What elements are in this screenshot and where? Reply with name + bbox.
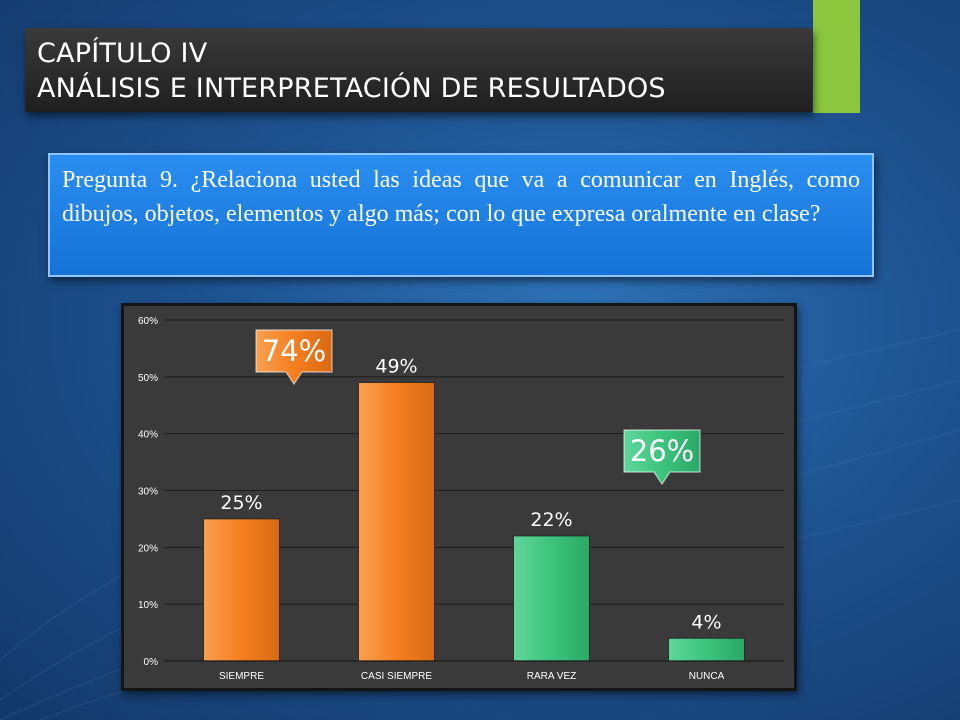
y-tick-label: 30% <box>138 487 158 498</box>
question-box: Pregunta 9. ¿Relaciona usted las ideas q… <box>48 153 874 277</box>
bar-siempre <box>203 518 280 662</box>
x-tick-label: NUNCA <box>689 671 725 682</box>
question-text: Pregunta 9. ¿Relaciona usted las ideas q… <box>62 167 860 227</box>
data-label: 4% <box>691 611 721 633</box>
slide-title: CAPÍTULO IV ANÁLISIS E INTERPRETACIÓN DE… <box>25 28 812 112</box>
title-line-2: ANÁLISIS E INTERPRETACIÓN DE RESULTADOS <box>37 73 666 104</box>
callout-74-percent: 74% <box>255 329 333 386</box>
bar-rara-vez <box>513 535 590 662</box>
chart-container: 0% 10% 20% 30% 40% 50% 60% 25% SIEMPRE 49% CASI SI… <box>121 303 797 691</box>
accent-bar <box>813 0 860 113</box>
x-tick-label: SIEMPRE <box>219 671 264 682</box>
y-tick-label: 50% <box>138 373 158 384</box>
bar-nunca <box>668 637 745 662</box>
callout-26-percent: 26% <box>623 429 701 486</box>
y-tick-label: 0% <box>144 657 159 668</box>
callout-label: 74% <box>262 334 326 368</box>
data-label: 25% <box>220 492 262 514</box>
y-tick-label: 20% <box>138 543 158 554</box>
bar-casi-siempre <box>358 382 435 662</box>
y-tick-label: 10% <box>138 600 158 611</box>
data-label: 49% <box>375 356 417 378</box>
x-tick-label: CASI SIEMPRE <box>361 671 432 682</box>
bar-chart: 0% 10% 20% 30% 40% 50% 60% 25% SIEMPRE 49% CASI SI… <box>138 316 784 682</box>
title-line-1: CAPÍTULO IV <box>37 38 208 69</box>
callout-shape <box>255 329 333 386</box>
data-label: 22% <box>530 509 572 531</box>
y-tick-label: 60% <box>138 316 158 327</box>
x-tick-label: RARA VEZ <box>527 671 576 682</box>
callout-shape <box>623 429 701 486</box>
callout-label: 26% <box>630 434 694 468</box>
y-tick-label: 40% <box>138 430 158 441</box>
